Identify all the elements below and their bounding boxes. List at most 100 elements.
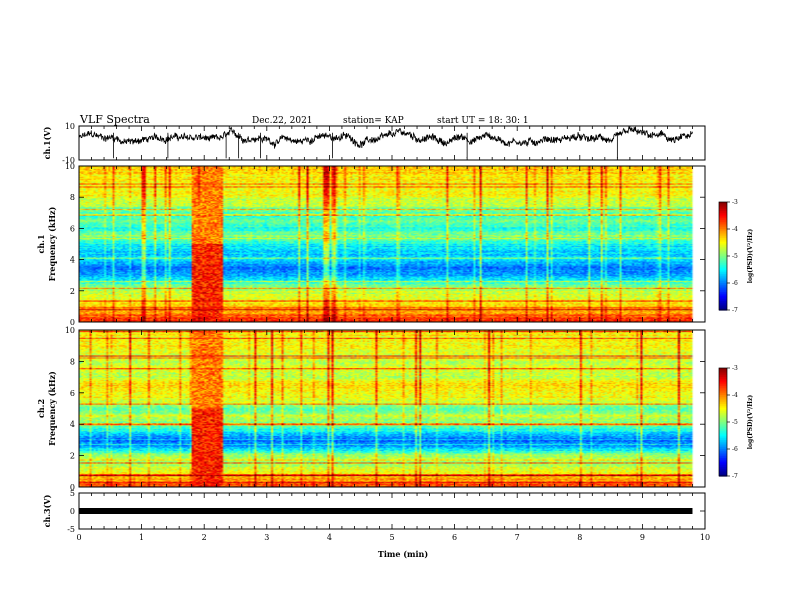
ch3-ytick-label: 5 [70,489,75,498]
ch2-spec-colorbar-cell [719,452,727,455]
ch2-spec-colorbar-cell [719,459,727,463]
ch2-spec-colorbar-cell [719,380,727,383]
x-tick-label: 8 [577,533,582,542]
ch2-spec-ytick-label: 8 [70,357,75,366]
ch1-ytick-label: -10 [62,156,75,165]
ch2-spec-colorbar-cell [719,396,727,400]
ch2-spec-ytick-label: 0 [70,483,75,492]
ch2-spec-colorbar-cell [719,456,727,459]
ch2-spec-colorbar: -3 -4 -5 -6 -7 log(PSD)(V²/Hz) [718,365,754,480]
ch1-spec-colorbar-cell [719,232,727,235]
ch1-spec-colorbar-cell [719,274,727,277]
ch2-spec-colorbar-cell [719,387,727,391]
ch1-spec-colorbar-cell [719,220,727,223]
date-label: Dec.22, 2021 [252,116,313,126]
ch2-spec-colorbar-cell [719,398,727,401]
ch2-spec-colorbar-cell [719,431,727,434]
ch1-spec-colorbar-cell [719,293,727,297]
ch2-spec-colorbar-cell [719,468,727,472]
start-time-label: start UT = 18: 30: 1 [437,116,529,126]
figure-title: VLF Spectra [79,113,150,126]
ch2-spec-colorbar-cell [719,470,727,473]
ch1-spec-colorbar-cell [719,279,727,282]
ch1-spec-colorbar-cell [719,230,727,234]
ch1-spec-colorbar-cell [719,308,727,311]
ch1-spec-colorbar-cell [719,306,727,309]
ch1-trace [78,125,693,149]
ch2-spec-colorbar-cell [719,422,727,425]
ch1-spec-colorbar-cell [719,214,727,217]
ch3-trace [79,508,693,514]
ch1-frame [78,125,706,161]
ch2-spec-colorbar-cell [719,461,727,464]
ch2-spec-colorbar-cell [719,463,727,466]
ch2-spec-colorbar-cell [719,454,727,457]
ch1-spec-colorbar-cell [719,286,727,289]
ch2-spec-colorbar-cell [719,375,727,378]
ch2-spec-colorbar-cell [719,440,727,443]
ch2-spec-colorbar-cell [719,402,727,405]
ch1-spec-colorbar-cell [719,302,727,306]
ch1-spec-colorbar-cell [719,256,727,259]
ch1-spec-colorbar-tick-label: -6 [732,280,738,287]
ch2-spec-colorbar-cell [719,420,727,423]
station-label: station= KAP [343,116,404,126]
ch2-spec-colorbar-cell [719,429,727,432]
ch1-spec-colorbar-cell [719,247,727,250]
ch2-spec-colorbar-cell [719,411,727,414]
ch1-spec-colorbar-tick-label: -4 [732,226,738,233]
ch1-spec-colorbar-cell [719,304,727,307]
ch1-spec-colorbar-cell [719,205,727,208]
ch1-spec-colorbar-cell [719,239,727,243]
ch1-spec-colorbar-cell [719,288,727,291]
ch2-spec-colorbar-cell [719,400,727,403]
ch2-spec-y-label-channel: ch.2 [36,399,46,418]
x-tick-label: 4 [327,533,332,542]
ch1-spec-colorbar-cell [719,265,727,268]
ch1-spec-colorbar-cell [719,275,727,279]
ch1-spec-colorbar-cell [719,207,727,210]
ch1-spec-colorbar-cell [719,254,727,257]
ch2-spec-colorbar-tick-label: -6 [732,446,738,453]
ch1-spec-ytick-label: 6 [70,224,75,233]
ch1-spec-colorbar-label: log(PSD)(V²/Hz) [747,229,754,284]
ch1-spec-colorbar-cell [719,283,727,286]
ch2-spec-colorbar-cell [719,371,727,374]
ch1-spec-colorbar-tick-label: -7 [732,307,738,314]
ch1-spec-ytick-label: 2 [70,287,75,296]
ch1-spec-ytick-label: 4 [70,256,75,265]
ch1-spectrogram-image [79,166,705,322]
ch2-spec-colorbar-cell [719,405,727,409]
ch1-spec-colorbar-cell [719,216,727,219]
ch2-spec-colorbar-cell [719,378,727,382]
ch3-y-label: ch.3(V) [42,494,52,527]
ch2-spec-colorbar-cell [719,449,727,452]
ch1-spec-colorbar-cell [719,241,727,244]
ch2-spec-colorbar-cell [719,373,727,376]
ch1-spec-colorbar-cell [719,292,727,295]
ch1-spec-y-label-frequency: Frequency (kHz) [47,206,57,281]
ch1-spec-colorbar-cell [719,272,727,275]
ch2-spec-ytick-label: 4 [70,420,75,429]
ch1-spec-colorbar-cell [719,250,727,253]
ch2-spec-colorbar-cell [719,389,727,392]
x-tick-label: 0 [76,533,81,542]
x-tick-label: 5 [389,533,394,542]
ch2-spec-colorbar-cell [719,418,727,421]
ch2-spec-colorbar-cell [719,443,727,446]
ch1-spec-colorbar-cell [719,284,727,288]
ch1-spec-colorbar-tick-label: -3 [732,199,738,206]
ch2-spec-colorbar-cell [719,369,727,373]
ch1-spec-colorbar-cell [719,209,727,212]
ch2-spec-colorbar-cell [719,393,727,396]
ch1-spec-colorbar-cell [719,290,727,293]
x-tick-label: 7 [515,533,520,542]
ch2-spec-colorbar-cell [719,436,727,439]
x-tick-label: 6 [452,533,457,542]
ch1-spec-colorbar-cell [719,229,727,232]
ch1-spec-colorbar-cell [719,270,727,273]
ch2-spec-colorbar-cell [719,465,727,468]
ch2-spec-ytick-label: 6 [70,389,75,398]
